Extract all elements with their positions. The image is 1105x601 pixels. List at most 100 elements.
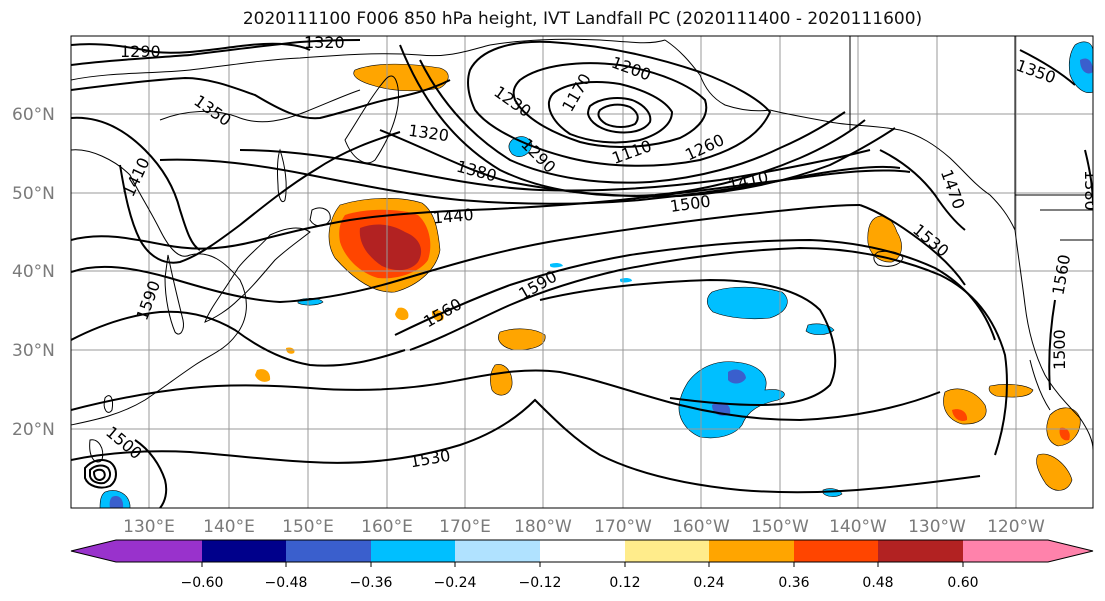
longitude-labels: 130°E 140°E 150°E 160°E 170°E 180°W 170°… [123, 517, 1045, 537]
lon-label-120w: 120°W [987, 517, 1045, 537]
contour-1590-inner [539, 278, 837, 407]
colorbar-segment [709, 540, 794, 562]
lon-label-150e: 150°E [282, 517, 334, 537]
shade-small-orange-3 [286, 347, 295, 354]
contour-low-1200 [512, 62, 708, 148]
shade-small-orange-1 [395, 307, 409, 321]
lon-label-130w: 130°W [908, 517, 966, 537]
contour-1350 [71, 76, 451, 120]
contour-1500-right [1048, 299, 1056, 391]
contour-1260-band [419, 59, 846, 184]
cb-tick-label: 0.12 [609, 575, 640, 591]
shade-hawaii-blue [678, 361, 785, 439]
map-area: 1290 1320 1350 1410 1230 1170 1200 1320 … [71, 33, 1100, 508]
contour-1410-west [119, 131, 401, 264]
lon-label-160w: 160°W [672, 517, 730, 537]
lon-label-170w: 170°W [594, 517, 652, 537]
shade-small-blue-3 [550, 262, 563, 268]
contour-1560-main [409, 246, 1008, 456]
shade-hawaii-royalblue-1 [728, 369, 746, 384]
clabel-14: 1440 [432, 205, 474, 227]
contour-1530-east [859, 204, 966, 286]
contour-1530-south [71, 398, 981, 494]
contour-low-1170 [466, 40, 772, 167]
shade-east-blue [706, 286, 788, 320]
cb-tick-label: 0.36 [778, 575, 809, 591]
cb-tick-label: 0.48 [862, 575, 893, 591]
cb-tick-label: −0.12 [519, 575, 562, 591]
clabel-1: 1290 [120, 42, 161, 61]
lat-label-30: 30°N [12, 341, 55, 361]
cb-tick-label: −0.48 [265, 575, 308, 591]
latitude-labels: 60°N 50°N 40°N 30°N 20°N [12, 105, 55, 440]
lon-label-170e: 170°E [439, 517, 491, 537]
colorbar-segment [371, 540, 455, 562]
coast-westcoast [1014, 229, 1093, 451]
shade-mexico-orange [1046, 407, 1081, 447]
shade-central-orange [498, 328, 546, 351]
coast-korea [164, 254, 184, 335]
lat-label-20: 20°N [12, 420, 55, 440]
coast-taiwan [103, 395, 113, 413]
coast-aleutians [769, 109, 1016, 231]
coast-hokkaido [309, 207, 331, 227]
contour-1320-north [71, 39, 361, 66]
gridlines [71, 36, 1093, 508]
colorbar-outline [70, 539, 1094, 563]
coast-chukotka [489, 38, 666, 46]
contour-1500-south [134, 439, 168, 508]
colorbar-segment [963, 540, 1048, 562]
ivt-shading [99, 41, 1093, 508]
colorbar-segment [625, 540, 709, 562]
colorbar-segment [540, 540, 625, 562]
lon-label-150w: 150°W [751, 517, 809, 537]
contour-1470 [879, 149, 966, 231]
coast-japan [204, 227, 311, 323]
shade-gulf-orange [867, 215, 902, 263]
contour-1560-west [71, 310, 406, 367]
height-contours [71, 39, 1093, 508]
colorbar-segment [794, 540, 878, 562]
contour-1380-band [239, 149, 871, 192]
lon-label-140e: 140°E [203, 517, 255, 537]
shade-mexico-redorange [1059, 427, 1070, 441]
shade-east-blue-2 [805, 323, 835, 335]
lat-label-60: 60°N [12, 105, 55, 125]
lon-label-160e: 160°E [361, 517, 413, 537]
clabel-24: 1500 [1050, 329, 1069, 370]
contour-typhoon-3 [92, 468, 106, 482]
colorbar-extend-low [71, 540, 116, 562]
lon-label-180w: 180°W [514, 517, 572, 537]
cb-tick-label: 0.24 [693, 575, 724, 591]
shade-mexico-orange-2 [1036, 453, 1073, 491]
shade-typhoon-royalblue [109, 496, 124, 508]
clabel-26: 1380 [1081, 170, 1100, 211]
shade-kamchatka-blue [508, 136, 533, 157]
cb-tick-label: −0.24 [434, 575, 477, 591]
contour-1530-main [71, 369, 941, 422]
contour-1500-north [71, 204, 861, 304]
shade-baja-orange-2 [988, 384, 1034, 398]
cb-tick-label: 0.60 [947, 575, 978, 591]
shade-alaska-royalblue [1080, 58, 1093, 74]
lon-label-140w: 140°W [829, 517, 887, 537]
colorbar: −0.60 −0.48 −0.36 −0.24 −0.12 0.12 0.24 … [70, 539, 1094, 591]
map-title: 2020111100 F006 850 hPa height, IVT Land… [242, 9, 923, 29]
colorbar-ticks: −0.60 −0.48 −0.36 −0.24 −0.12 0.12 0.24 … [181, 562, 979, 591]
shade-alaska-blue [1068, 41, 1093, 93]
contour-low-1140 [597, 103, 639, 128]
cb-tick-label: −0.36 [350, 575, 393, 591]
coast-sakhalin [276, 148, 287, 203]
contour-1380-west [71, 116, 201, 251]
clabel-2: 1320 [304, 33, 345, 52]
shade-baja-redorange [952, 409, 968, 421]
colorbar-segment [116, 540, 202, 562]
lon-label-130e: 130°E [123, 517, 175, 537]
map-frame [70, 35, 1094, 509]
contour-typhoon-2 [89, 464, 112, 485]
colorbar-segment [878, 540, 963, 562]
contour-1350-right [1019, 49, 1076, 86]
colorbar-segment [286, 540, 371, 562]
coastlines [71, 36, 1093, 463]
